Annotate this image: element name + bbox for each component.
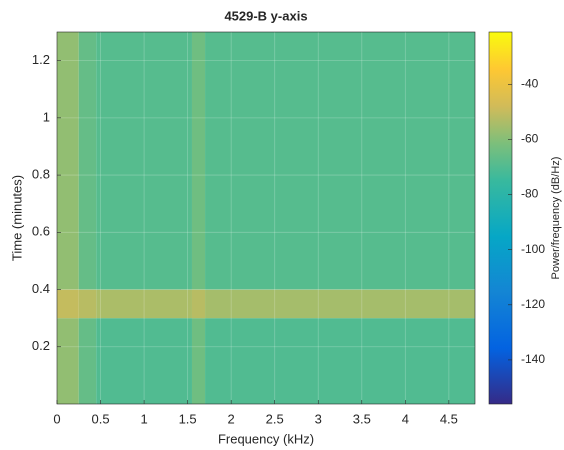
heatmap-cell bbox=[205, 289, 475, 319]
y-tick-label: 0.8 bbox=[32, 167, 50, 182]
colorbar-label: Power/frequency (dB/Hz) bbox=[550, 157, 562, 280]
heatmap-cell bbox=[96, 289, 192, 319]
y-tick-label: 1 bbox=[43, 109, 50, 124]
colorbar-tick-label: -140 bbox=[521, 352, 545, 366]
heatmap-cell bbox=[191, 32, 206, 290]
heatmap-cell bbox=[205, 32, 475, 290]
x-tick-label: 0.5 bbox=[92, 411, 110, 426]
x-tick-label: 2.5 bbox=[266, 411, 284, 426]
x-tick-label: 3.5 bbox=[353, 411, 371, 426]
heatmap-cell bbox=[205, 318, 475, 404]
colorbar-tick-label: -100 bbox=[521, 242, 545, 256]
colorbar-tick-label: -60 bbox=[521, 132, 539, 146]
colorbar-tick-label: -80 bbox=[521, 187, 539, 201]
y-axis-label: Time (minutes) bbox=[9, 175, 24, 261]
heatmap-cell bbox=[57, 318, 79, 404]
x-tick-label: 1 bbox=[140, 411, 147, 426]
heatmap-cell bbox=[57, 289, 79, 319]
x-tick-label: 4 bbox=[402, 411, 409, 426]
y-tick-label: 0.2 bbox=[32, 338, 50, 353]
colorbar bbox=[488, 31, 513, 405]
heatmap-cell bbox=[96, 318, 192, 404]
x-tick-label: 0 bbox=[53, 411, 60, 426]
y-tick-label: 1.2 bbox=[32, 52, 50, 67]
x-tick-label: 1.5 bbox=[179, 411, 197, 426]
colorbar-tick-label: -120 bbox=[521, 297, 545, 311]
heatmap-cell bbox=[78, 32, 97, 290]
chart-title: 4529-B y-axis bbox=[224, 8, 307, 23]
x-tick-label: 4.5 bbox=[440, 411, 458, 426]
heatmap-cell bbox=[96, 32, 192, 290]
heatmap-cell bbox=[78, 318, 97, 404]
plot-frame bbox=[56, 31, 476, 405]
y-tick-label: 0.6 bbox=[32, 224, 50, 239]
heatmap-cell bbox=[57, 32, 79, 290]
colorbar-tick-label: -40 bbox=[521, 77, 539, 91]
heatmap-cell bbox=[78, 289, 97, 319]
y-tick-label: 0.4 bbox=[32, 281, 50, 296]
x-axis-label: Frequency (kHz) bbox=[218, 431, 314, 446]
heatmap-cell bbox=[191, 318, 206, 404]
heatmap-cell bbox=[191, 289, 206, 319]
x-tick-label: 2 bbox=[228, 411, 235, 426]
x-tick-label: 3 bbox=[315, 411, 322, 426]
